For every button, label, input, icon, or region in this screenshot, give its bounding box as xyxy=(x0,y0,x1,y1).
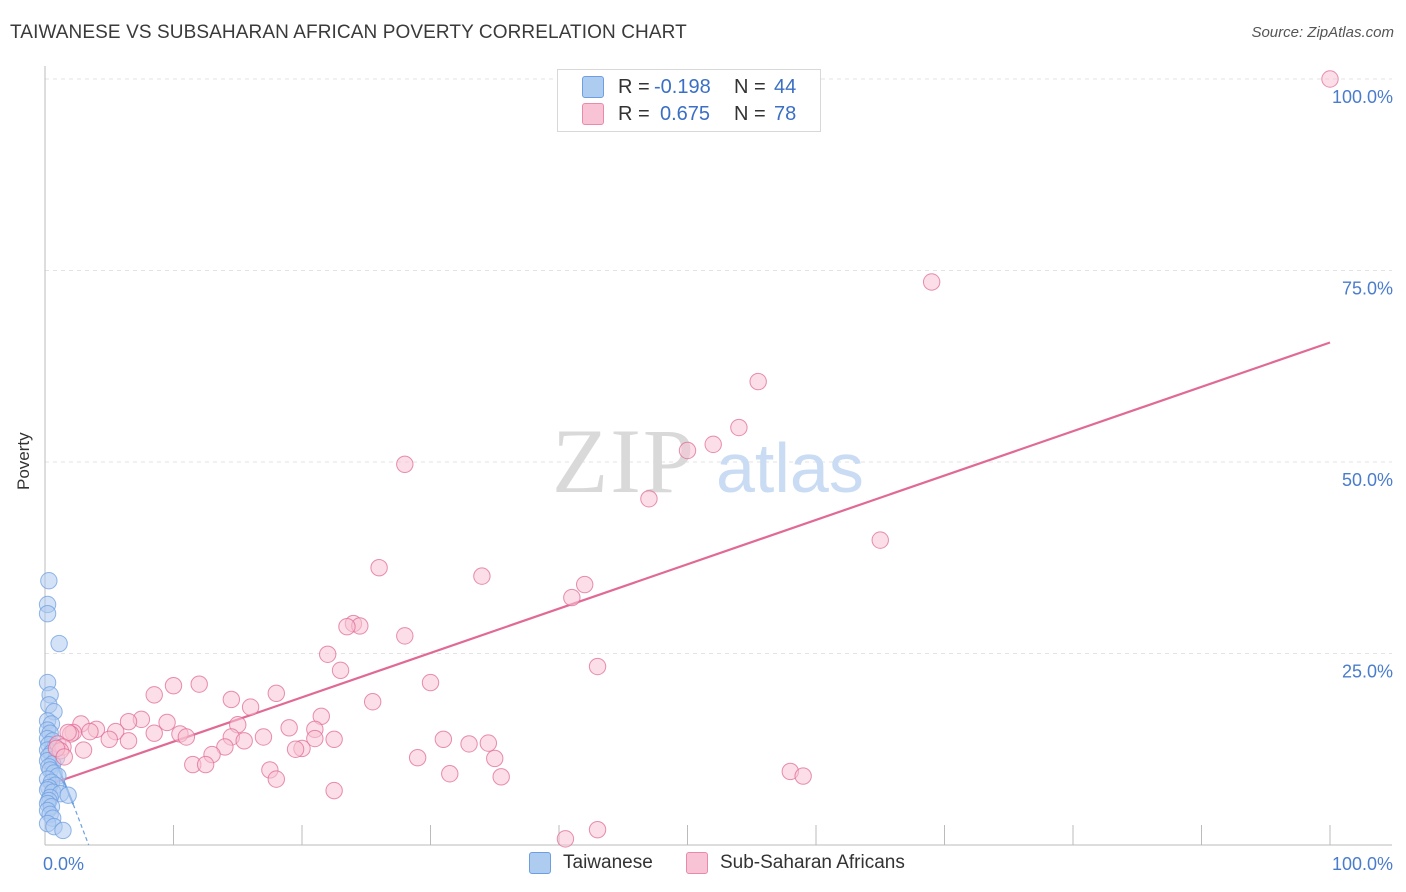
bottom-legend-swatch-taiwanese xyxy=(529,852,551,874)
legend-n-label: N = xyxy=(734,102,766,125)
point-subsaharan-44 xyxy=(177,728,196,746)
point-subsaharan-22 xyxy=(190,675,208,693)
x-tick-label-max: 100.0% xyxy=(1332,854,1393,874)
y-tick-label-3: 100.0% xyxy=(1332,87,1393,107)
point-subsaharan-75 xyxy=(556,830,575,848)
trendline-extension-0 xyxy=(72,804,90,846)
legend-r-value: 0.675 xyxy=(660,102,711,125)
watermark: ZIP atlas xyxy=(552,410,864,512)
point-subsaharan-74 xyxy=(588,820,607,839)
watermark-atlas: atlas xyxy=(716,429,864,507)
point-taiwanese-33 xyxy=(59,786,77,804)
point-subsaharan-59 xyxy=(460,735,478,753)
point-subsaharan-71 xyxy=(492,768,510,786)
point-subsaharan-0 xyxy=(1321,70,1339,88)
point-subsaharan-4 xyxy=(704,435,722,454)
point-subsaharan-24 xyxy=(267,684,285,703)
point-subsaharan-72 xyxy=(267,770,285,788)
point-subsaharan-18 xyxy=(588,657,607,676)
x-tick-label-min: 0.0% xyxy=(43,854,84,874)
point-subsaharan-23 xyxy=(145,686,163,704)
y-tick-label-2: 75.0% xyxy=(1342,279,1393,299)
point-subsaharan-70 xyxy=(794,767,812,785)
point-subsaharan-26 xyxy=(363,693,382,711)
point-subsaharan-21 xyxy=(164,676,183,695)
legend-row-taiwanese: R = -0.198 N = 44 xyxy=(582,74,796,100)
point-subsaharan-77 xyxy=(74,741,93,759)
legend-n-label: N = xyxy=(734,75,766,98)
legend-n-value: 44 xyxy=(774,75,797,98)
point-subsaharan-42 xyxy=(145,724,163,742)
bottom-legend-taiwanese: Taiwanese xyxy=(529,852,653,874)
point-subsaharan-51 xyxy=(119,732,138,750)
legend-n-value: 78 xyxy=(774,102,797,125)
tick-label-layer: 25.0% 50.0% 75.0% 100.0% 0.0% 100.0% xyxy=(43,87,1393,874)
legend-swatch-subsaharan xyxy=(582,103,604,125)
bottom-legend-subsaharan: Sub-Saharan Africans xyxy=(686,852,905,874)
point-subsaharan-30 xyxy=(119,712,138,731)
point-subsaharan-11 xyxy=(576,575,594,594)
point-subsaharan-52 xyxy=(235,732,253,750)
point-subsaharan-47 xyxy=(325,730,343,748)
point-subsaharan-20 xyxy=(421,673,440,692)
point-subsaharan-31 xyxy=(158,713,176,732)
grid-layer xyxy=(45,78,1392,654)
point-subsaharan-68 xyxy=(441,765,459,783)
point-subsaharan-8 xyxy=(871,531,889,549)
bottom-legend-label-taiwanese: Taiwanese xyxy=(563,852,653,873)
point-subsaharan-66 xyxy=(196,755,215,774)
point-subsaharan-10 xyxy=(473,567,491,585)
correlation-legend: R = -0.198 N = 44 R = 0.675 N = 78 xyxy=(557,69,821,132)
point-subsaharan-61 xyxy=(286,740,305,758)
point-subsaharan-17 xyxy=(319,645,337,663)
point-subsaharan-34 xyxy=(280,719,298,737)
point-subsaharan-5 xyxy=(678,441,697,460)
point-subsaharan-25 xyxy=(222,690,241,709)
legend-swatch-taiwanese xyxy=(582,76,604,98)
watermark-zip: ZIP xyxy=(552,410,696,512)
point-taiwanese-3 xyxy=(50,634,68,653)
point-taiwanese-2 xyxy=(38,604,57,623)
point-subsaharan-12 xyxy=(563,588,581,607)
trendline-1 xyxy=(44,341,1331,788)
point-subsaharan-73 xyxy=(325,781,343,800)
legend-r-value: -0.198 xyxy=(654,75,711,98)
legend-row-subsaharan: R = 0.675 N = 78 xyxy=(582,101,796,127)
point-subsaharan-39 xyxy=(81,722,99,741)
point-subsaharan-9 xyxy=(370,559,388,577)
point-subsaharan-16 xyxy=(396,627,414,645)
points-layer xyxy=(38,70,1339,848)
chart-title: TAIWANESE VS SUBSAHARAN AFRICAN POVERTY … xyxy=(10,22,687,43)
y-tick-label-0: 25.0% xyxy=(1342,662,1393,682)
point-subsaharan-46 xyxy=(254,728,273,746)
point-subsaharan-19 xyxy=(331,661,350,680)
point-subsaharan-60 xyxy=(479,734,498,752)
point-subsaharan-50 xyxy=(434,730,453,748)
point-taiwanese-43 xyxy=(54,821,72,840)
point-subsaharan-2 xyxy=(749,372,767,391)
point-taiwanese-0 xyxy=(40,572,58,590)
point-subsaharan-15 xyxy=(338,617,356,636)
point-subsaharan-64 xyxy=(486,749,504,768)
point-subsaharan-56 xyxy=(216,738,234,756)
point-subsaharan-1 xyxy=(922,273,941,291)
bottom-legend-label-subsaharan: Sub-Saharan Africans xyxy=(720,852,905,873)
axis-layer xyxy=(44,66,1392,846)
y-tick-label-1: 50.0% xyxy=(1342,470,1393,490)
point-subsaharan-48 xyxy=(100,730,118,748)
bottom-legend-swatch-subsaharan xyxy=(686,852,708,874)
point-subsaharan-6 xyxy=(396,455,414,473)
point-subsaharan-27 xyxy=(241,698,260,716)
point-subsaharan-63 xyxy=(408,748,427,767)
point-subsaharan-7 xyxy=(640,490,658,508)
point-subsaharan-49 xyxy=(306,729,324,748)
legend-r-label: R = xyxy=(618,102,650,125)
point-subsaharan-76 xyxy=(55,748,73,766)
point-subsaharan-3 xyxy=(730,418,748,437)
chart-source: Source: ZipAtlas.com xyxy=(1251,24,1394,41)
legend-r-label: R = xyxy=(618,75,650,98)
